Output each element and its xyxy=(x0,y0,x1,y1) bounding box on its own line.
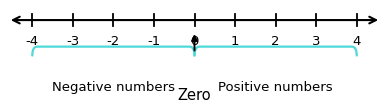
Text: Negative numbers: Negative numbers xyxy=(52,80,175,93)
Text: -1: -1 xyxy=(147,35,161,48)
Text: -2: -2 xyxy=(107,35,120,48)
Text: 3: 3 xyxy=(312,35,321,48)
Text: Positive numbers: Positive numbers xyxy=(218,80,333,93)
Text: 0: 0 xyxy=(190,35,199,48)
Text: 4: 4 xyxy=(352,35,361,48)
Text: 2: 2 xyxy=(272,35,280,48)
Text: -4: -4 xyxy=(26,35,39,48)
Text: -3: -3 xyxy=(66,35,79,48)
Text: 1: 1 xyxy=(231,35,239,48)
Text: Zero: Zero xyxy=(178,87,211,102)
